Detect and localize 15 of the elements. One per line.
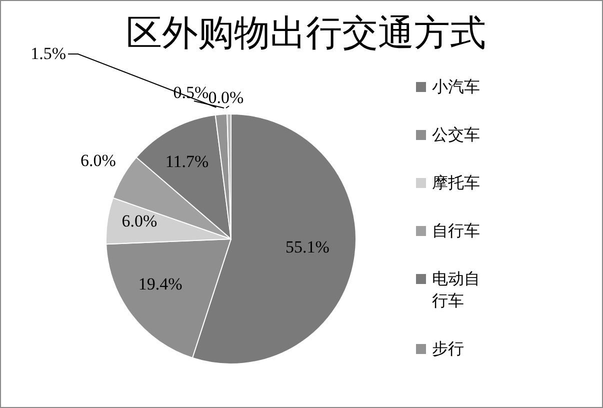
legend-label: 摩托车 [432, 172, 481, 194]
data-label: 11.7% [165, 152, 209, 171]
data-label: 19.4% [138, 274, 182, 294]
legend-label: 步行 [432, 338, 465, 360]
data-label: 0.5% [173, 83, 209, 102]
data-label: 6.0% [80, 150, 116, 170]
data-label: 55.1% [286, 237, 330, 256]
text: 0.0% [208, 88, 244, 107]
legend-label: 小汽车 [432, 76, 481, 98]
legend-label: 自行车 [432, 220, 481, 242]
data-label: 6.0% [122, 212, 158, 231]
chart-title: 区外购物出行交通方式 [125, 12, 487, 55]
legend-label: 电动自行车 [432, 268, 481, 312]
legend-label: 公交车 [432, 124, 481, 146]
data-label: 1.5% [30, 44, 66, 63]
